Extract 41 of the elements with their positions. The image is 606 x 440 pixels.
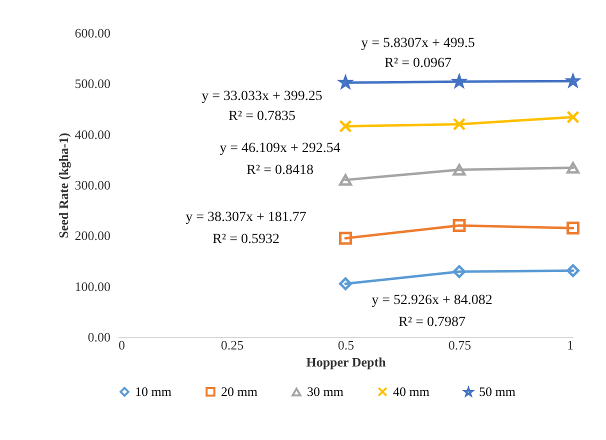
y-axis-title: Seed Rate (kgha-1) — [56, 132, 71, 238]
annotation: R² = 0.0967 — [384, 56, 452, 71]
legend-label: 30 mm — [307, 384, 344, 400]
annotation: y = 52.926x + 84.082 — [372, 293, 492, 308]
annotation: y = 46.109x + 292.54 — [220, 141, 340, 156]
y-tick-label: 300.00 — [74, 178, 110, 192]
point — [339, 277, 352, 290]
point — [452, 118, 466, 131]
y-tick-label: 500.00 — [74, 76, 110, 92]
y-tick-label: 200.00 — [74, 228, 110, 244]
point — [339, 120, 352, 133]
annotation: R² = 0.8418 — [246, 163, 314, 178]
point — [566, 162, 580, 174]
x-axis-title: Hopper Depth — [306, 354, 387, 370]
annotation: R² = 0.7987 — [398, 315, 466, 330]
point — [452, 164, 466, 176]
x-tick-label: 1 — [567, 338, 574, 352]
point — [339, 174, 352, 186]
legend-label: 40 mm — [393, 384, 430, 399]
y-tick-label: 400.00 — [74, 126, 110, 142]
x-tick-label: 0.75 — [448, 338, 472, 352]
x-tick-label: 0.5 — [338, 338, 354, 352]
annotation: R² = 0.7835 — [228, 109, 296, 124]
y-tick-label: 100.00 — [74, 278, 110, 294]
x-tick-label: 0.25 — [220, 338, 244, 352]
legend-label: 10 mm — [135, 384, 172, 399]
point — [452, 219, 466, 232]
annotation: y = 5.8307x + 499.5 — [361, 36, 475, 51]
annotation: y = 38.307x + 181.77 — [186, 210, 306, 225]
annotation: R² = 0.5932 — [212, 232, 280, 247]
legend-label: 20 mm — [221, 384, 258, 399]
y-tick-label: 600.00 — [74, 26, 110, 40]
point — [452, 265, 466, 278]
annotation: y = 33.033x + 399.25 — [202, 89, 322, 104]
x-tick-label: 0 — [118, 338, 125, 352]
y-tick-label: 0.00 — [88, 330, 110, 344]
point — [566, 264, 580, 278]
point — [566, 110, 580, 124]
point — [339, 232, 352, 245]
point — [566, 222, 580, 235]
legend-label: 50 mm — [479, 384, 516, 400]
